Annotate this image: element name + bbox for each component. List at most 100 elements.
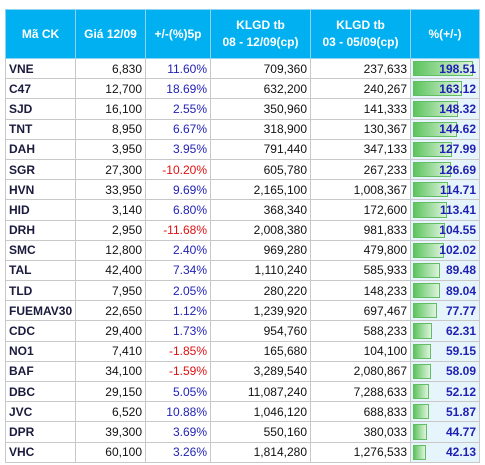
data-bar — [413, 141, 452, 157]
cell: 148,233 — [310, 280, 411, 302]
cell: 77.77 — [410, 300, 480, 322]
data-bar — [413, 303, 437, 319]
cell-text: 89.48 — [445, 263, 476, 278]
stock-code: NO1 — [5, 340, 76, 362]
cell: 172,600 — [310, 199, 411, 221]
data-bar — [413, 61, 473, 77]
cell: 42.13 — [410, 441, 480, 463]
cell: 127.99 — [410, 138, 480, 160]
cell-text: 59.15 — [445, 344, 476, 359]
stock-code: SGR — [5, 158, 76, 181]
cell: 954,760 — [210, 320, 311, 342]
cell: 113.41 — [410, 199, 480, 221]
cell: 1.12% — [145, 300, 211, 322]
cell: 1,239,920 — [210, 300, 311, 322]
cell: 588,233 — [310, 320, 411, 342]
cell: 11,087,240 — [210, 380, 311, 403]
cell: 791,440 — [210, 138, 311, 160]
cell: 350,960 — [210, 98, 311, 120]
cell: 29,150 — [75, 380, 146, 403]
table-row: SJD 16,100 2.55% 350,960 141,333 148.32 — [5, 98, 480, 120]
cell: 380,033 — [310, 421, 411, 443]
cell: 605,780 — [210, 158, 311, 181]
cell-text: 44.77 — [445, 424, 476, 439]
stock-code: SJD — [5, 98, 76, 120]
table-row: VNE 6,830 11.60% 709,360 237,633 198.51 — [5, 57, 480, 80]
cell: 237,633 — [310, 57, 411, 80]
cell: 59.15 — [410, 340, 480, 362]
cell: 33,950 — [75, 179, 146, 201]
cell-text: 89.04 — [445, 283, 476, 298]
cell: 7,950 — [75, 280, 146, 302]
data-bar — [413, 404, 429, 420]
data-bar — [413, 444, 426, 460]
cell: 198.51 — [410, 57, 480, 80]
table-row: HID 3,140 6.80% 368,340 172,600 113.41 — [5, 199, 480, 221]
cell-text: 51.87 — [445, 404, 476, 419]
data-bar — [413, 262, 441, 279]
header-text: KLGD tb — [236, 18, 285, 32]
header-cell: KLGD tb 03 - 05/09(cp) — [310, 9, 411, 59]
cell: -10.20% — [145, 158, 211, 181]
cell-text: 77.77 — [445, 303, 476, 318]
cell: 1.73% — [145, 320, 211, 342]
cell: 5.05% — [145, 380, 211, 403]
cell: 16,100 — [75, 98, 146, 120]
cell-text: 113.41 — [439, 202, 476, 217]
cell: 2.55% — [145, 98, 211, 120]
data-bar — [413, 323, 432, 339]
table-row: VHC 60,100 3.26% 1,814,280 1,276,533 42.13 — [5, 441, 480, 463]
header-cell: Giá 12/09 — [75, 9, 146, 59]
cell: 3.69% — [145, 421, 211, 443]
cell: 9.69% — [145, 179, 211, 201]
cell-text: 163.12 — [439, 81, 476, 96]
header-text: +/-(%)5p — [154, 26, 202, 41]
stock-code: SMC — [5, 239, 76, 261]
data-bar — [413, 101, 458, 117]
stock-code: BAF — [5, 360, 76, 383]
cell: 163.12 — [410, 78, 480, 100]
cell: 550,160 — [210, 421, 311, 443]
data-bar — [413, 363, 431, 379]
cell: 2,950 — [75, 219, 146, 241]
stock-code: FUEMAV30 — [5, 300, 76, 322]
stock-code: C47 — [5, 78, 76, 100]
cell: 981,833 — [310, 219, 411, 241]
cell: 267,233 — [310, 158, 411, 181]
cell: 1,814,280 — [210, 441, 311, 463]
header-text: %(+/-) — [428, 26, 462, 41]
stock-code: DAH — [5, 138, 76, 160]
cell: 148.32 — [410, 98, 480, 120]
cell: 709,360 — [210, 57, 311, 80]
cell: -1.85% — [145, 340, 211, 362]
cell: 368,340 — [210, 199, 311, 221]
cell: 2,165,100 — [210, 179, 311, 201]
cell: 3.26% — [145, 441, 211, 463]
stock-code: JVC — [5, 401, 76, 423]
table-row: CDC 29,400 1.73% 954,760 588,233 62.31 — [5, 320, 480, 342]
cell: 12,700 — [75, 78, 146, 100]
cell: 3,950 — [75, 138, 146, 160]
cell: 3,289,540 — [210, 360, 311, 383]
cell: 3.95% — [145, 138, 211, 160]
cell: -11.68% — [145, 219, 211, 241]
cell-text: 42.13 — [445, 445, 476, 460]
cell: 6.67% — [145, 118, 211, 140]
data-bar — [413, 81, 463, 97]
table-row: SMC 12,800 2.40% 969,280 479,800 102.02 — [5, 239, 480, 261]
cell: 6.80% — [145, 199, 211, 221]
cell: 29,400 — [75, 320, 146, 342]
stock-code: HVN — [5, 179, 76, 201]
table-row: TAL 42,400 7.34% 1,110,240 585,933 89.48 — [5, 259, 480, 282]
data-bar — [413, 161, 452, 178]
cell: 62.31 — [410, 320, 480, 342]
cell: 479,800 — [310, 239, 411, 261]
cell: 347,133 — [310, 138, 411, 160]
header-text: Mã CK — [21, 26, 60, 41]
data-bar — [413, 384, 429, 400]
table-row: NO1 7,410 -1.85% 165,680 104,100 59.15 — [5, 340, 480, 362]
table-row: C47 12,700 18.69% 632,200 240,267 163.12 — [5, 78, 480, 100]
data-bar — [413, 121, 457, 137]
cell: 165,680 — [210, 340, 311, 362]
header-cell: Mã CK — [5, 9, 76, 59]
